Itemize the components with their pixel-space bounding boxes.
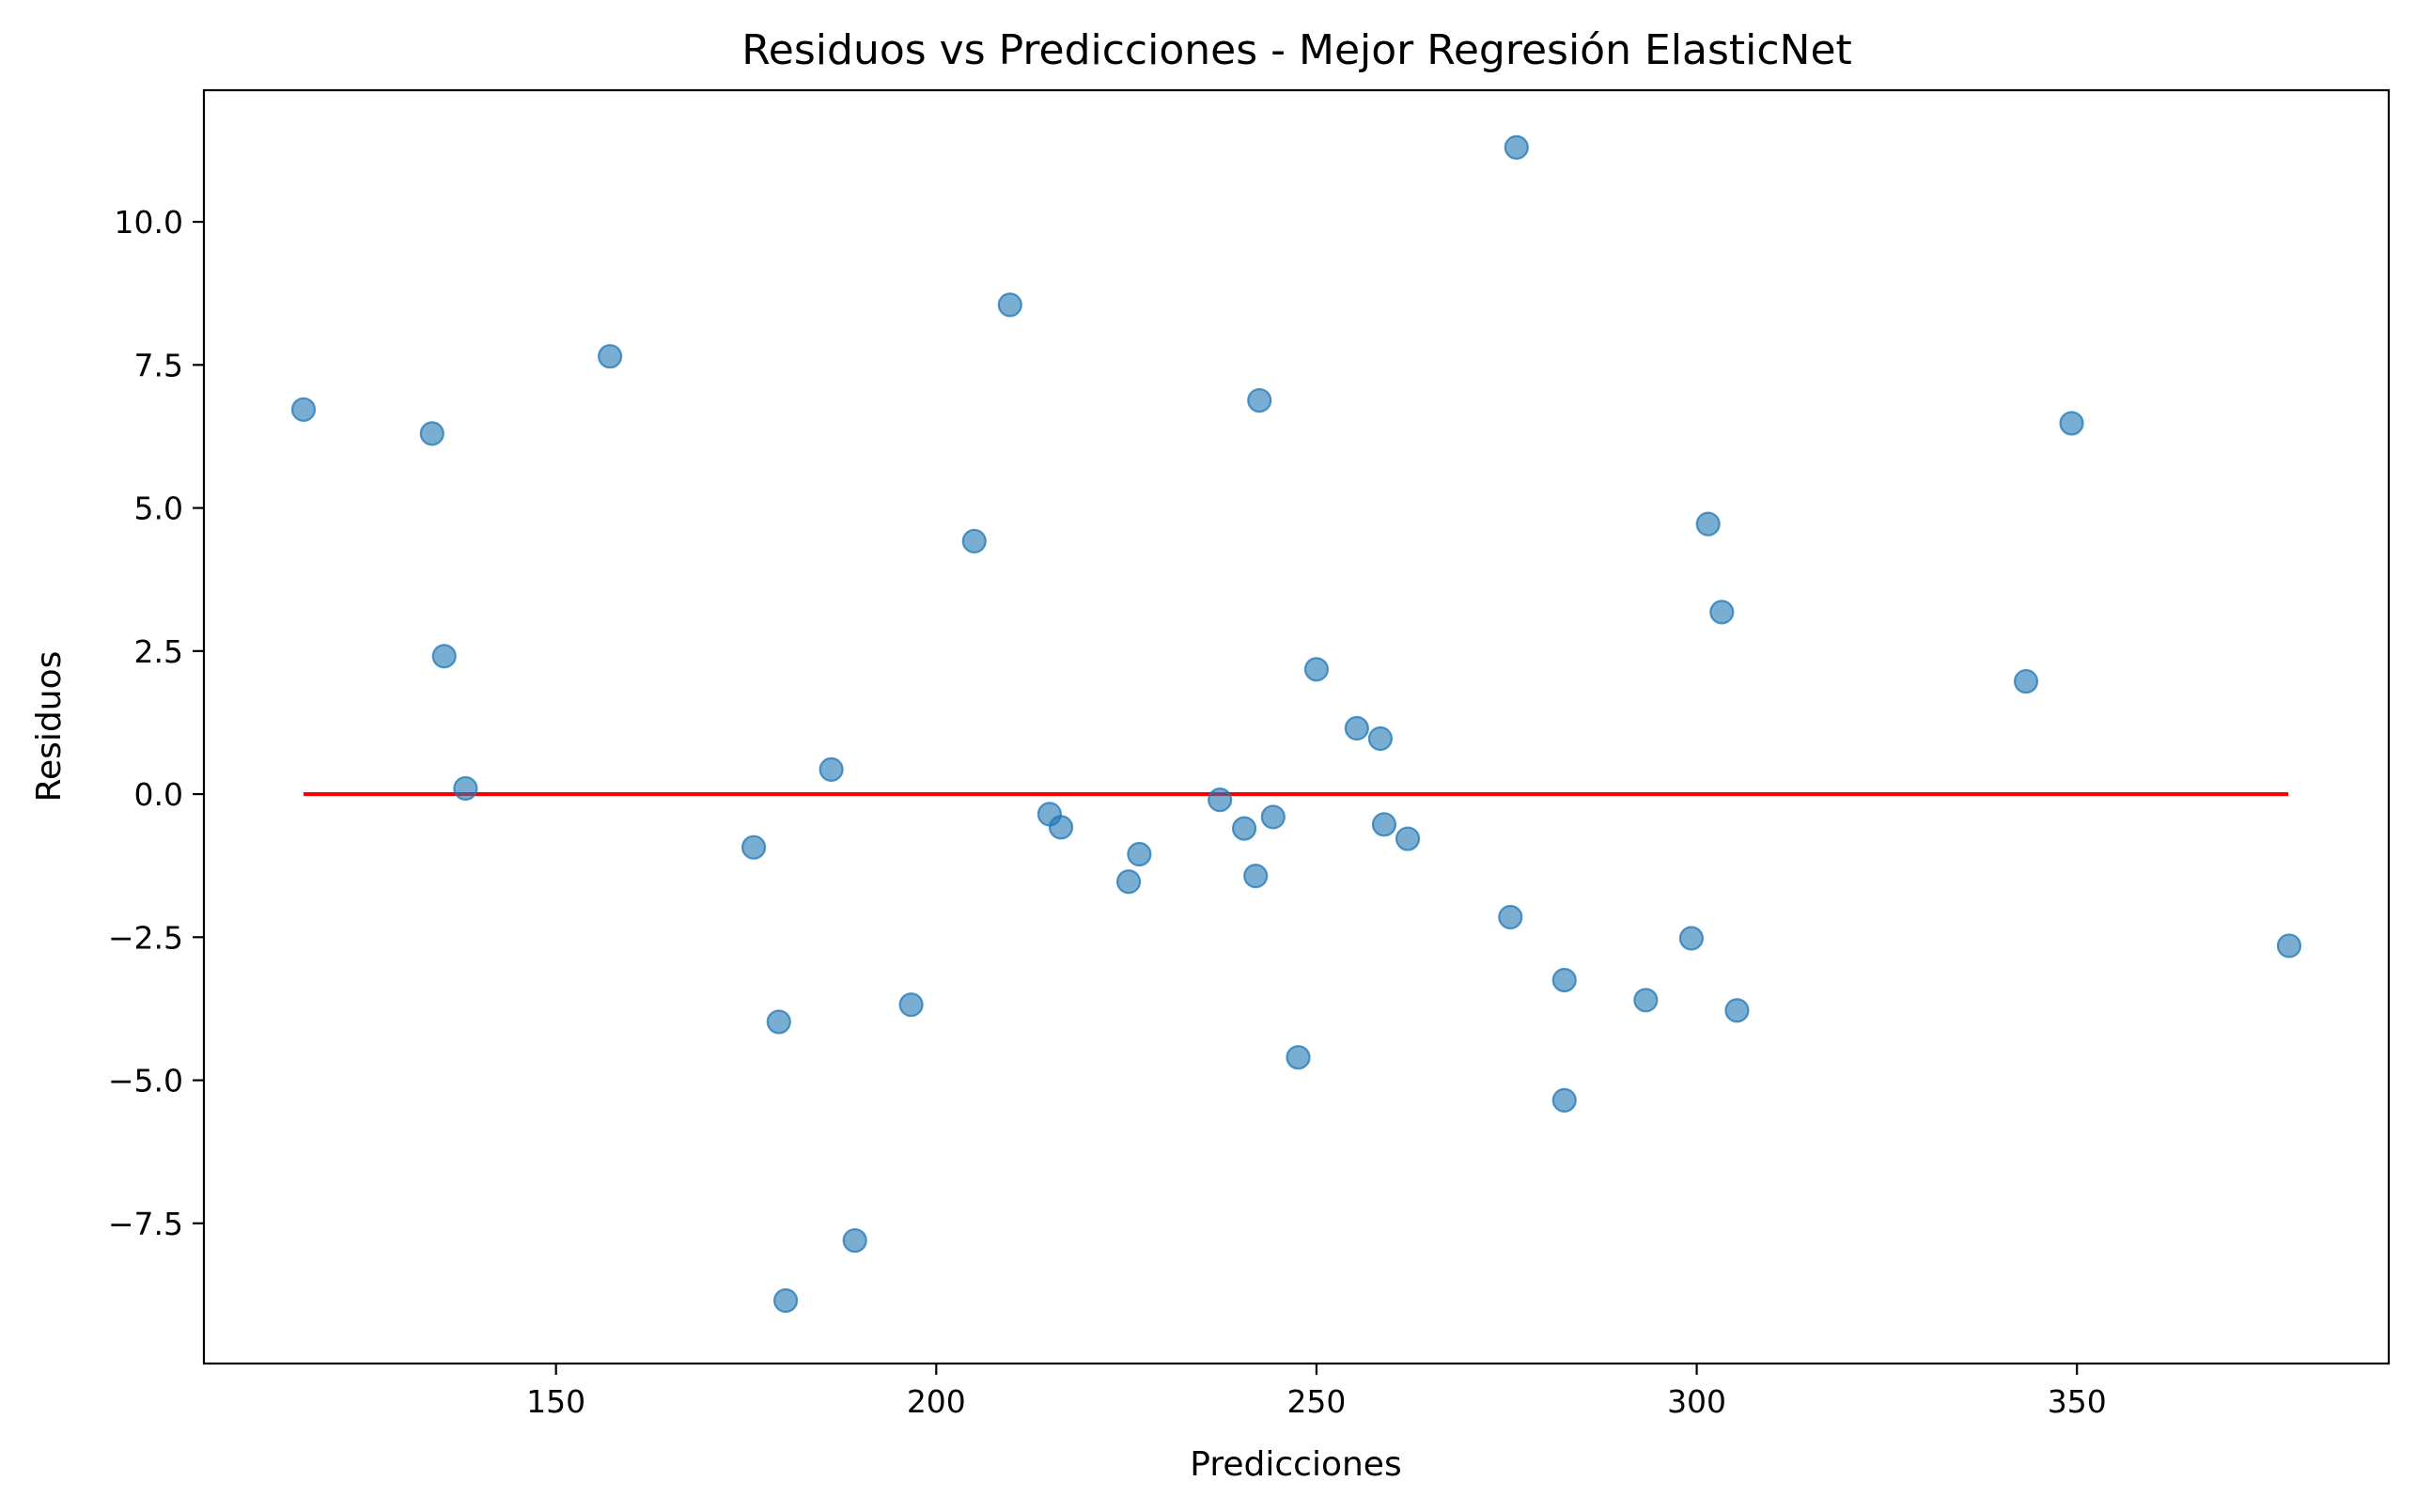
data-point xyxy=(1678,926,1705,951)
data-point xyxy=(453,775,478,802)
data-point xyxy=(1231,816,1257,841)
x-tick-label: 350 xyxy=(2048,1383,2107,1420)
data-point xyxy=(740,834,767,860)
data-point xyxy=(1695,511,1721,537)
data-point xyxy=(1303,657,1330,682)
data-point xyxy=(2013,668,2039,694)
data-point xyxy=(419,421,444,446)
data-point xyxy=(772,1287,799,1314)
y-tick-label: 10.0 xyxy=(115,204,183,241)
data-point xyxy=(2276,933,2302,959)
data-point xyxy=(961,528,987,553)
data-point xyxy=(997,292,1022,318)
x-tick-label: 200 xyxy=(907,1383,966,1420)
y-axis-label: Residuos xyxy=(30,651,69,803)
data-point xyxy=(1633,988,1659,1013)
data-point xyxy=(1371,812,1397,837)
data-point xyxy=(766,1009,791,1035)
axes-frame xyxy=(202,88,2391,1365)
x-axis-label: Predicciones xyxy=(1190,1445,1401,1484)
data-point xyxy=(1724,998,1750,1023)
x-tick-label: 250 xyxy=(1286,1383,1346,1420)
x-tick-label: 300 xyxy=(1667,1383,1726,1420)
data-point xyxy=(290,397,317,422)
y-tick-label: −2.5 xyxy=(108,919,183,956)
x-tick-label: 150 xyxy=(526,1383,585,1420)
plot-area xyxy=(202,88,2391,1365)
data-point xyxy=(2059,411,2084,436)
data-point xyxy=(1208,787,1233,813)
y-axis-ticks: −7.5 −5.0 −2.5 0.0 2.5 5.0 7.5 10.0 xyxy=(108,204,204,1242)
data-point xyxy=(1247,387,1272,413)
data-point xyxy=(1048,815,1074,840)
y-tick-label: −7.5 xyxy=(108,1206,183,1242)
chart-title: Residuos vs Predicciones - Mejor Regresi… xyxy=(741,26,1852,74)
data-point xyxy=(898,992,924,1018)
scatter-points xyxy=(290,134,2302,1314)
data-point xyxy=(1367,725,1394,752)
data-point xyxy=(1243,864,1269,889)
y-tick-label: 2.5 xyxy=(134,633,183,670)
data-point xyxy=(1709,600,1735,625)
data-point xyxy=(1344,715,1369,741)
data-point xyxy=(842,1227,867,1254)
y-tick-label: 0.0 xyxy=(134,776,183,813)
data-point xyxy=(598,344,623,369)
data-point xyxy=(1551,1087,1577,1113)
data-point xyxy=(1551,967,1577,993)
y-tick-label: 7.5 xyxy=(134,347,183,383)
data-point xyxy=(1498,904,1523,930)
data-point xyxy=(818,756,844,782)
data-point xyxy=(431,644,457,669)
data-point xyxy=(1504,134,1529,160)
data-point xyxy=(1395,826,1421,851)
data-point xyxy=(1127,841,1152,867)
data-point xyxy=(1286,1045,1311,1070)
data-point xyxy=(1260,804,1286,830)
y-tick-label: 5.0 xyxy=(134,491,183,527)
y-tick-label: −5.0 xyxy=(108,1063,183,1099)
x-axis-ticks: 150 200 250 300 350 xyxy=(526,1364,2107,1420)
data-point xyxy=(1115,869,1142,895)
